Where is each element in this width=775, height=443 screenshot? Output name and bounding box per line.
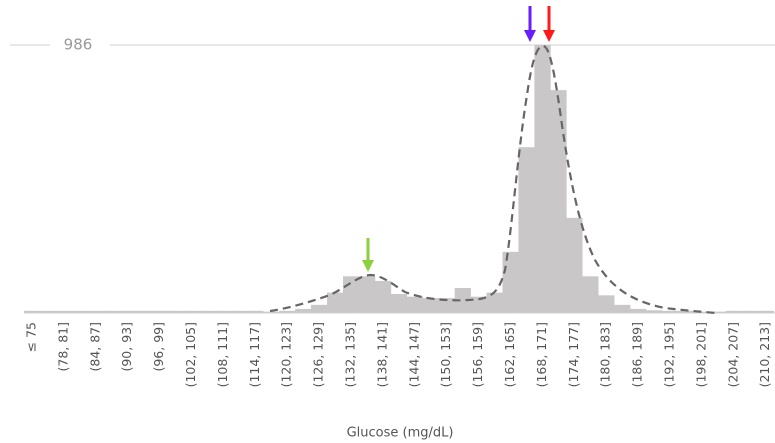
bar xyxy=(199,310,216,313)
plot-area: 986 ≤ 75 (78, 81] (84, 87] (90, 93] (96, 99] (… xyxy=(10,36,775,387)
x-tick-label: (162, 165] xyxy=(502,322,517,387)
bar xyxy=(39,310,57,313)
bar xyxy=(550,90,567,313)
bar xyxy=(422,298,439,313)
arrow-green-head xyxy=(362,260,374,272)
bar xyxy=(55,310,73,313)
bar xyxy=(343,276,360,313)
x-tick-label: (174, 177] xyxy=(566,322,581,387)
bar xyxy=(454,287,471,313)
x-tick-label: (168, 171] xyxy=(534,322,549,387)
bar xyxy=(406,296,424,313)
y-tick-label: 986 xyxy=(64,36,93,54)
bar xyxy=(24,310,41,313)
x-tick-label: (114, 117] xyxy=(247,322,262,387)
bar xyxy=(71,310,89,313)
bar xyxy=(358,276,376,313)
x-tick-label: (156, 159] xyxy=(470,322,485,387)
bar xyxy=(757,310,774,313)
x-tick-label: ≤ 75 xyxy=(23,322,38,352)
fit-curve xyxy=(269,44,717,315)
bar xyxy=(646,310,663,313)
x-tick-label: (84, 87] xyxy=(87,322,102,372)
bar xyxy=(263,311,280,313)
bar xyxy=(662,310,679,313)
arrows xyxy=(362,6,555,272)
bar xyxy=(119,310,136,313)
x-tick-label: (186, 189] xyxy=(630,322,645,387)
x-tick-label: (210, 213] xyxy=(757,322,772,387)
bar xyxy=(103,310,120,313)
x-tick-label: (102, 105] xyxy=(183,322,198,387)
bar xyxy=(518,147,535,313)
bar xyxy=(390,293,408,313)
bar xyxy=(502,251,519,313)
x-tick-label: (144, 147] xyxy=(406,322,421,387)
x-tick-label: (78, 81] xyxy=(55,322,70,372)
bar xyxy=(630,308,647,313)
bar xyxy=(374,280,392,313)
x-tick-label: (192, 195] xyxy=(661,322,676,387)
x-tick-label: (90, 93] xyxy=(119,322,134,372)
bar xyxy=(741,310,758,313)
bar xyxy=(295,308,312,313)
bar xyxy=(311,304,328,313)
x-tick-label: (180, 183] xyxy=(598,322,613,387)
bar xyxy=(534,45,551,313)
bar xyxy=(247,310,264,313)
x-tick-label: (132, 135] xyxy=(342,322,357,387)
x-tick-label: (198, 201] xyxy=(693,322,708,387)
bar xyxy=(151,310,168,313)
x-tick-label: (96, 99] xyxy=(151,322,166,372)
bar xyxy=(167,310,184,313)
x-tick-label: (204, 207] xyxy=(725,322,740,387)
bar xyxy=(693,311,711,313)
x-axis-title: Glucose (mg/dL) xyxy=(347,426,454,441)
x-tick-label: (120, 123] xyxy=(279,322,294,387)
bar xyxy=(582,276,599,313)
bar xyxy=(677,310,695,313)
bar xyxy=(725,310,743,313)
bar xyxy=(470,296,487,313)
arrow-red-head xyxy=(543,30,555,42)
bar xyxy=(486,292,503,313)
bar xyxy=(438,298,455,313)
bar xyxy=(135,310,152,313)
bar xyxy=(215,310,232,313)
bar xyxy=(279,310,296,313)
bar xyxy=(327,292,344,313)
arrow-purple-head xyxy=(524,30,536,42)
x-tick-label: (108, 111] xyxy=(215,322,230,387)
x-tick-label: (138, 141] xyxy=(374,322,389,387)
bar xyxy=(598,295,615,313)
bar xyxy=(87,310,105,313)
bar xyxy=(231,310,248,313)
bar xyxy=(183,310,200,313)
x-tick-label: (126, 129] xyxy=(311,322,326,387)
bar xyxy=(709,311,727,313)
x-tick-label: (150, 153] xyxy=(438,322,453,387)
bar xyxy=(566,217,583,313)
bar xyxy=(614,304,631,313)
